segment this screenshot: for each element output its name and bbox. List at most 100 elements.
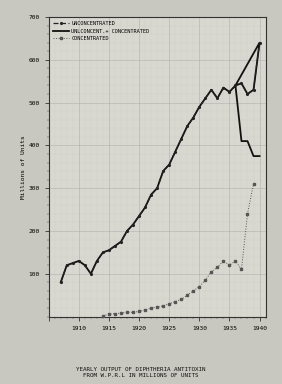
UNCONCENTRATED bbox=[143, 205, 147, 210]
Text: YEARLY OUTPUT OF DIPHTHERIA ANTITOXIN
FROM W.P.R.L IN MILLIONS OF UNITS: YEARLY OUTPUT OF DIPHTHERIA ANTITOXIN FR… bbox=[76, 367, 206, 378]
UNLCONCENT.+ CONCENTRATED bbox=[234, 83, 237, 88]
UNCONCENTRATED bbox=[210, 88, 213, 92]
UNLCONCENT.+ CONCENTRATED bbox=[210, 88, 213, 92]
UNLCONCENT.+ CONCENTRATED bbox=[131, 222, 135, 227]
UNCONCENTRATED bbox=[258, 40, 261, 45]
UNLCONCENT.+ CONCENTRATED bbox=[83, 263, 87, 268]
UNCONCENTRATED bbox=[186, 124, 189, 128]
UNLCONCENT.+ CONCENTRATED bbox=[101, 250, 105, 255]
CONCENTRATED bbox=[210, 269, 213, 274]
CONCENTRATED bbox=[101, 313, 105, 318]
Y-axis label: Millions of Units: Millions of Units bbox=[21, 135, 26, 199]
CONCENTRATED bbox=[119, 311, 123, 315]
UNLCONCENT.+ CONCENTRATED bbox=[162, 169, 165, 173]
CONCENTRATED bbox=[155, 305, 159, 310]
UNLCONCENT.+ CONCENTRATED bbox=[173, 149, 177, 154]
CONCENTRATED bbox=[180, 297, 183, 302]
UNCONCENTRATED bbox=[77, 259, 80, 263]
CONCENTRATED bbox=[246, 212, 249, 216]
UNCONCENTRATED bbox=[125, 229, 129, 233]
Legend: UNCONCENTRATED, UNLCONCENT.+ CONCENTRATED, CONCENTRATED: UNCONCENTRATED, UNLCONCENT.+ CONCENTRATE… bbox=[51, 20, 151, 43]
CONCENTRATED bbox=[143, 308, 147, 313]
UNLCONCENT.+ CONCENTRATED bbox=[186, 124, 189, 128]
UNLCONCENT.+ CONCENTRATED bbox=[71, 261, 74, 265]
UNCONCENTRATED bbox=[198, 104, 201, 109]
UNCONCENTRATED bbox=[65, 263, 69, 268]
CONCENTRATED bbox=[173, 299, 177, 304]
UNCONCENTRATED bbox=[59, 280, 62, 285]
UNLCONCENT.+ CONCENTRATED bbox=[240, 139, 243, 143]
UNCONCENTRATED bbox=[149, 192, 153, 197]
UNLCONCENT.+ CONCENTRATED bbox=[252, 88, 255, 92]
UNCONCENTRATED bbox=[222, 85, 225, 90]
UNCONCENTRATED bbox=[155, 186, 159, 190]
CONCENTRATED bbox=[198, 284, 201, 289]
Line: UNLCONCENT.+ CONCENTRATED: UNLCONCENT.+ CONCENTRATED bbox=[61, 43, 259, 282]
Line: CONCENTRATED: CONCENTRATED bbox=[102, 182, 255, 317]
CONCENTRATED bbox=[125, 310, 129, 314]
UNLCONCENT.+ CONCENTRATED bbox=[119, 239, 123, 244]
UNCONCENTRATED bbox=[101, 250, 105, 255]
UNLCONCENT.+ CONCENTRATED bbox=[234, 83, 237, 88]
UNLCONCENT.+ CONCENTRATED bbox=[125, 229, 129, 233]
UNLCONCENT.+ CONCENTRATED bbox=[198, 104, 201, 109]
UNCONCENTRATED bbox=[234, 83, 237, 88]
UNLCONCENT.+ CONCENTRATED bbox=[252, 154, 255, 158]
UNLCONCENT.+ CONCENTRATED bbox=[149, 192, 153, 197]
UNCONCENTRATED bbox=[191, 115, 195, 120]
CONCENTRATED bbox=[149, 306, 153, 310]
CONCENTRATED bbox=[228, 263, 231, 268]
UNCONCENTRATED bbox=[252, 88, 255, 92]
UNCONCENTRATED bbox=[83, 263, 87, 268]
UNLCONCENT.+ CONCENTRATED bbox=[246, 139, 249, 143]
UNCONCENTRATED bbox=[240, 81, 243, 86]
UNCONCENTRATED bbox=[228, 89, 231, 94]
UNCONCENTRATED bbox=[216, 96, 219, 101]
UNCONCENTRATED bbox=[246, 92, 249, 96]
CONCENTRATED bbox=[216, 265, 219, 270]
UNCONCENTRATED bbox=[95, 259, 99, 263]
UNLCONCENT.+ CONCENTRATED bbox=[143, 205, 147, 210]
UNLCONCENT.+ CONCENTRATED bbox=[59, 280, 62, 285]
CONCENTRATED bbox=[162, 304, 165, 308]
UNLCONCENT.+ CONCENTRATED bbox=[222, 85, 225, 90]
CONCENTRATED bbox=[186, 293, 189, 298]
CONCENTRATED bbox=[137, 309, 141, 314]
UNCONCENTRATED bbox=[131, 222, 135, 227]
UNCONCENTRATED bbox=[162, 169, 165, 173]
UNCONCENTRATED bbox=[113, 244, 117, 248]
UNLCONCENT.+ CONCENTRATED bbox=[155, 186, 159, 190]
UNLCONCENT.+ CONCENTRATED bbox=[204, 96, 207, 101]
CONCENTRATED bbox=[252, 182, 255, 186]
UNLCONCENT.+ CONCENTRATED bbox=[137, 214, 141, 218]
UNLCONCENT.+ CONCENTRATED bbox=[216, 96, 219, 101]
UNLCONCENT.+ CONCENTRATED bbox=[228, 89, 231, 94]
UNLCONCENT.+ CONCENTRATED bbox=[95, 259, 99, 263]
UNLCONCENT.+ CONCENTRATED bbox=[258, 40, 261, 45]
CONCENTRATED bbox=[191, 289, 195, 293]
UNLCONCENT.+ CONCENTRATED bbox=[246, 92, 249, 96]
CONCENTRATED bbox=[131, 310, 135, 314]
CONCENTRATED bbox=[107, 312, 111, 317]
UNLCONCENT.+ CONCENTRATED bbox=[89, 271, 92, 276]
CONCENTRATED bbox=[240, 267, 243, 272]
UNCONCENTRATED bbox=[168, 162, 171, 167]
UNLCONCENT.+ CONCENTRATED bbox=[180, 137, 183, 141]
UNLCONCENT.+ CONCENTRATED bbox=[107, 248, 111, 253]
CONCENTRATED bbox=[204, 278, 207, 283]
UNLCONCENT.+ CONCENTRATED bbox=[113, 244, 117, 248]
UNCONCENTRATED bbox=[89, 271, 92, 276]
UNCONCENTRATED bbox=[71, 261, 74, 265]
UNCONCENTRATED bbox=[107, 248, 111, 253]
UNCONCENTRATED bbox=[137, 214, 141, 218]
CONCENTRATED bbox=[222, 259, 225, 263]
UNCONCENTRATED bbox=[173, 149, 177, 154]
UNLCONCENT.+ CONCENTRATED bbox=[240, 81, 243, 86]
CONCENTRATED bbox=[168, 301, 171, 306]
UNCONCENTRATED bbox=[119, 239, 123, 244]
UNLCONCENT.+ CONCENTRATED bbox=[77, 259, 80, 263]
CONCENTRATED bbox=[234, 259, 237, 263]
UNCONCENTRATED bbox=[204, 96, 207, 101]
UNLCONCENT.+ CONCENTRATED bbox=[168, 162, 171, 167]
UNLCONCENT.+ CONCENTRATED bbox=[258, 154, 261, 158]
